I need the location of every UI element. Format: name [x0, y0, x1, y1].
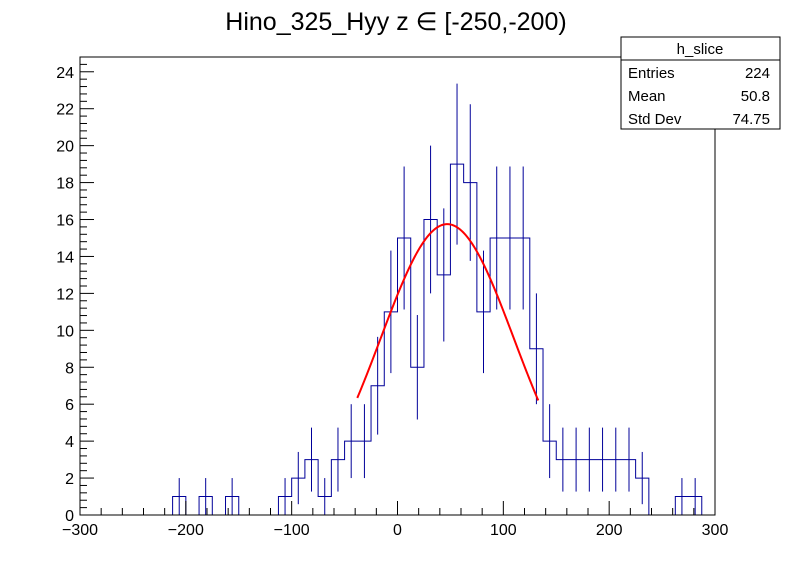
y-tick-label: 14 [56, 249, 74, 266]
x-tick-label: 100 [490, 522, 517, 539]
y-tick-label: 20 [56, 139, 74, 156]
y-tick-label: 16 [56, 213, 74, 230]
stats-box-frame [620, 36, 781, 130]
y-tick-label: 8 [65, 360, 74, 377]
x-tick-label: 0 [393, 522, 402, 539]
x-tick-label: −100 [274, 522, 310, 539]
stats-box: h_slice Entries 224 Mean 50.8 Std Dev 74… [620, 36, 781, 130]
y-tick-label: 18 [56, 176, 74, 193]
x-tick-label: −300 [62, 522, 98, 539]
stats-stddev-label: Std Dev [628, 111, 682, 128]
stats-entries-value: 224 [745, 65, 770, 82]
stats-entries-label: Entries [628, 65, 675, 82]
stats-mean-value: 50.8 [741, 88, 770, 105]
fit-curve [356, 223, 540, 401]
y-tick-label: 2 [65, 471, 74, 488]
x-axis: −300 −200 −100 0 100 200 300 [62, 501, 728, 539]
y-tick-label: 6 [65, 397, 74, 414]
fit-curve-layer [356, 223, 540, 401]
stats-mean-label: Mean [628, 88, 666, 105]
x-tick-label: −200 [168, 522, 204, 539]
error-bars-layer [178, 83, 696, 515]
x-tick-label: 200 [596, 522, 623, 539]
histogram-layer [80, 163, 715, 516]
stats-box-title: h_slice [677, 41, 724, 58]
y-tick-label: 22 [56, 102, 74, 119]
histogram-outline [80, 163, 715, 516]
y-tick-label: 0 [65, 508, 74, 525]
chart-title: Hino_325_Hyy z ∈ [-250,-200) [225, 8, 566, 36]
y-tick-label: 4 [65, 434, 74, 451]
stats-stddev-value: 74.75 [732, 111, 770, 128]
y-tick-label: 24 [56, 65, 74, 82]
x-tick-label: 300 [702, 522, 729, 539]
y-tick-label: 12 [56, 286, 74, 303]
y-tick-label: 10 [56, 323, 74, 340]
